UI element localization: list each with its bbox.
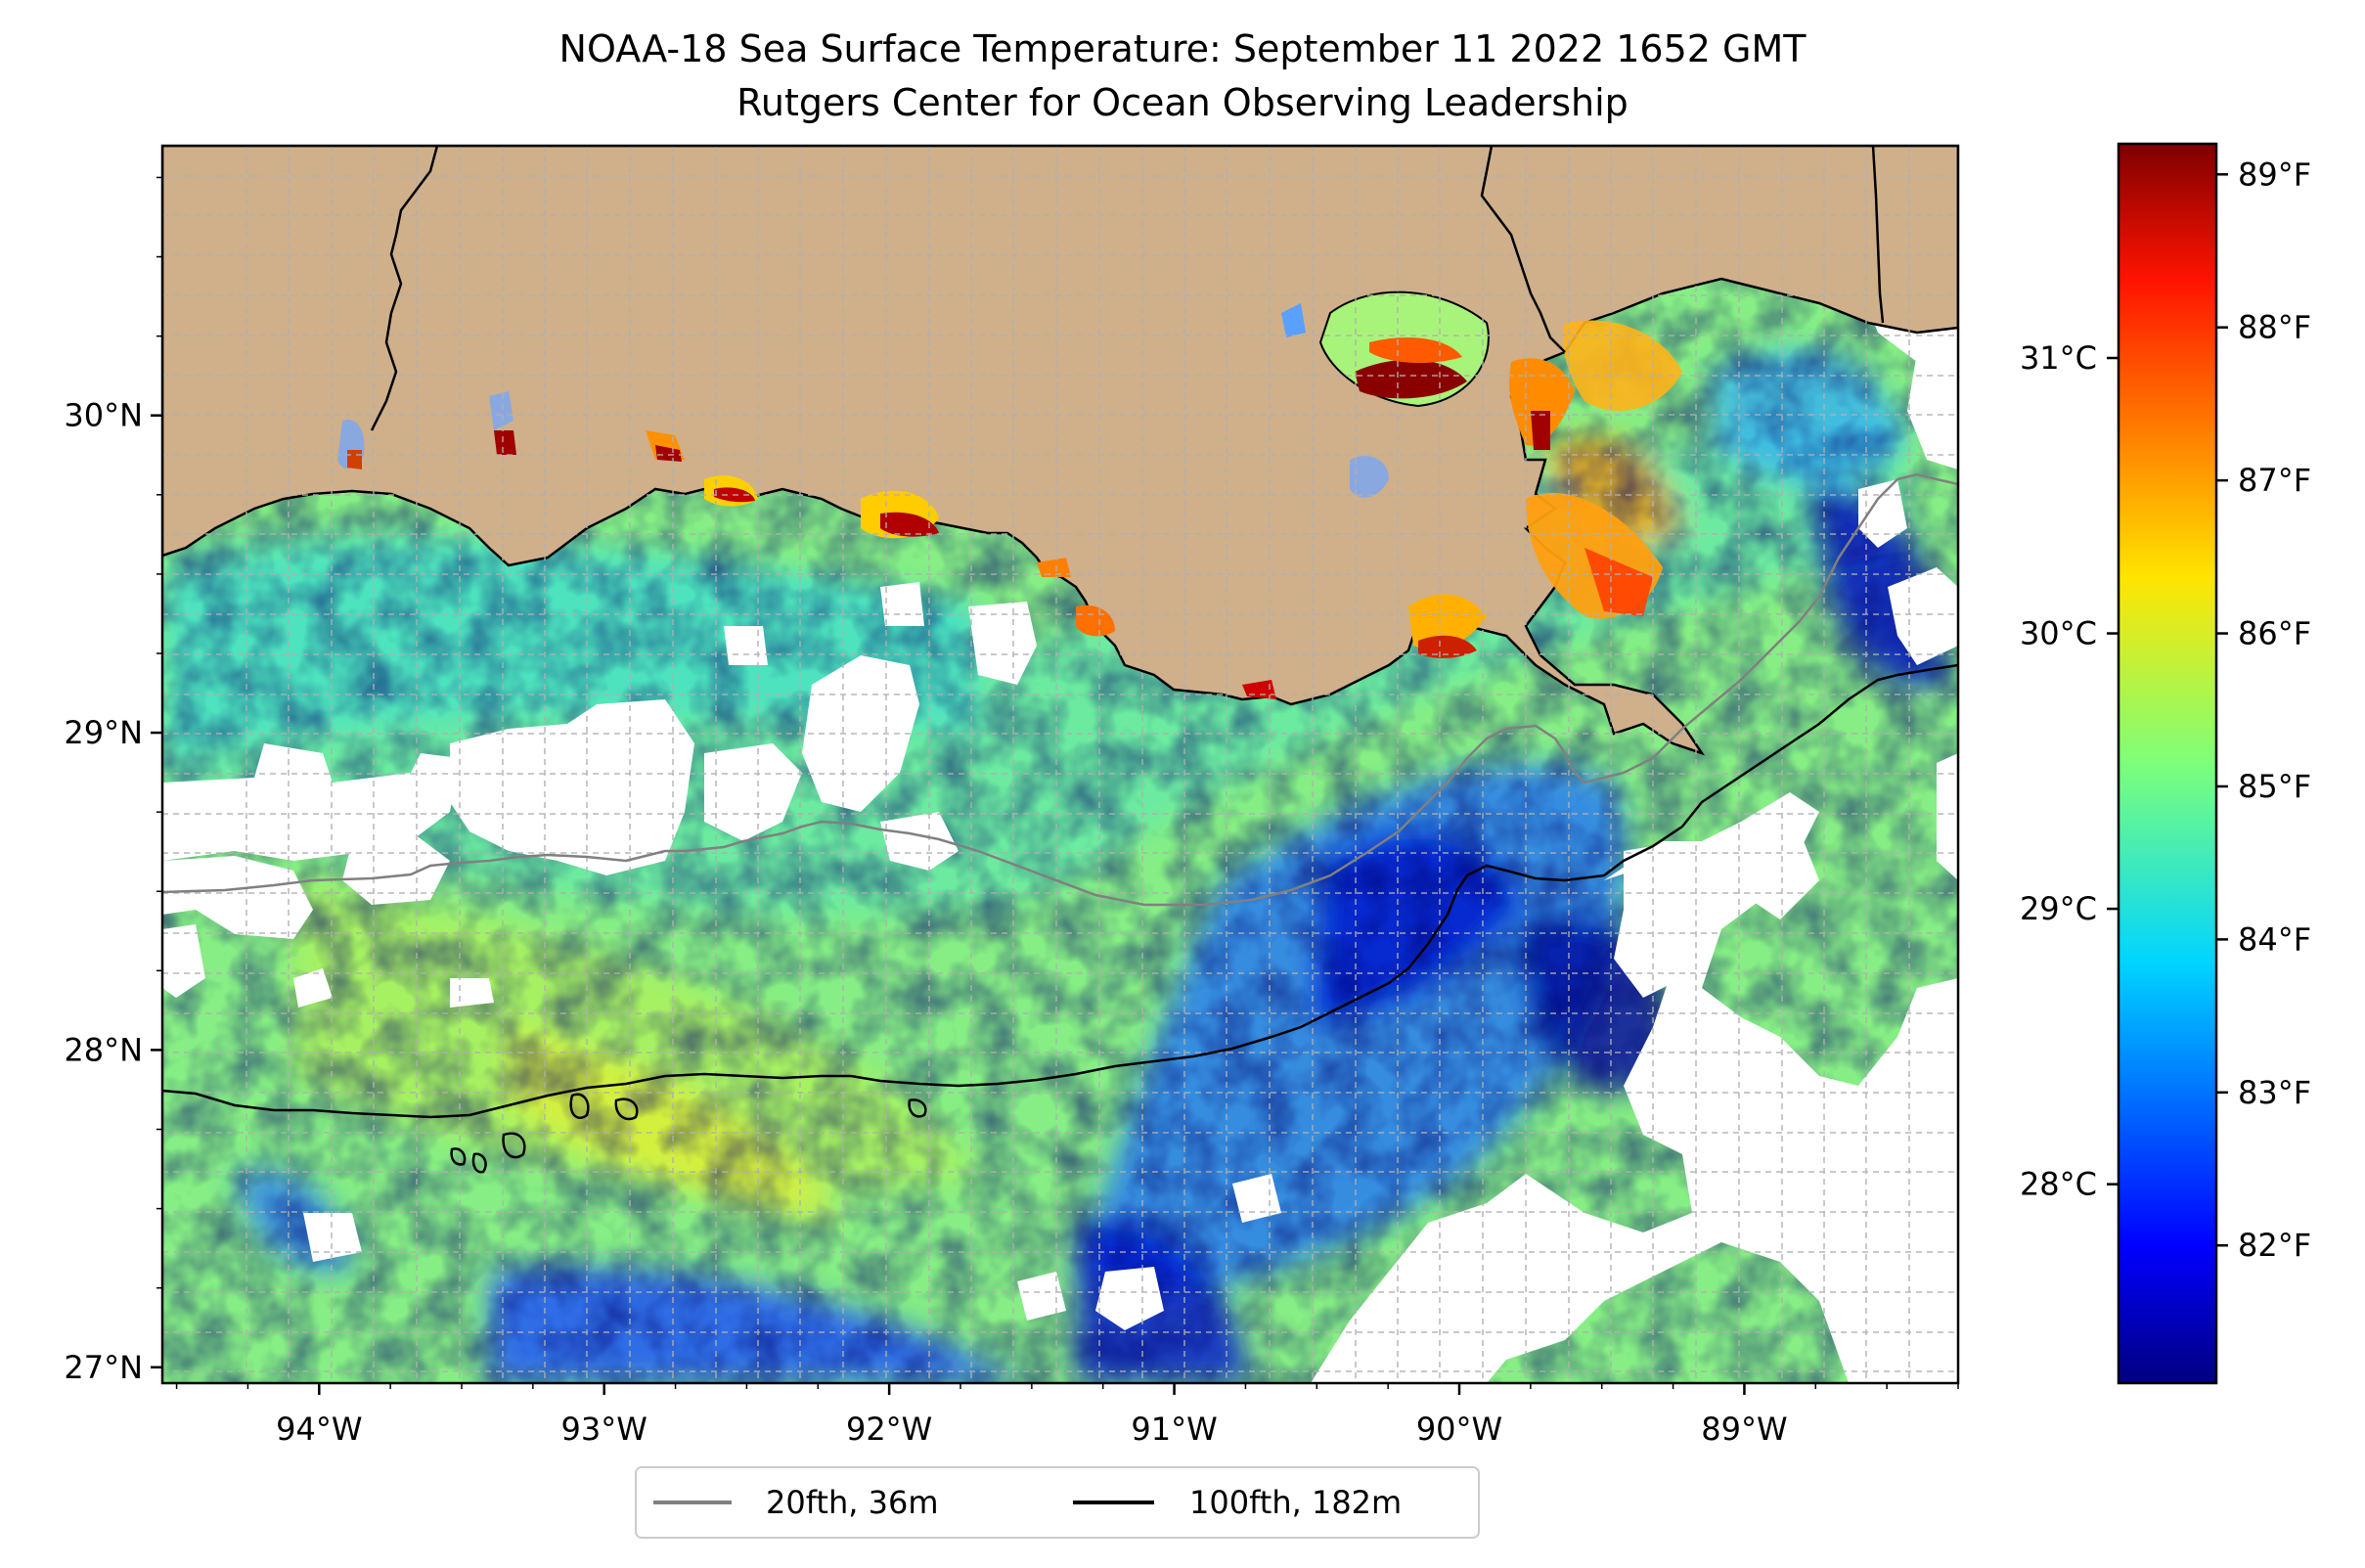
colorbar-c-label: 29°C bbox=[2020, 890, 2097, 927]
colorbar-f-label: 83°F bbox=[2238, 1074, 2311, 1111]
colorbar-f-label: 86°F bbox=[2238, 615, 2311, 652]
colorbar-c-label: 30°C bbox=[2020, 615, 2097, 652]
isobath-100fth-islands bbox=[450, 1093, 927, 1174]
isobath-100fth bbox=[162, 663, 1958, 1119]
lon-tick-label: 89°W bbox=[1701, 1411, 1787, 1448]
legend-label-100fth: 100fth, 182m bbox=[1189, 1484, 1402, 1521]
lon-tick-label: 94°W bbox=[276, 1411, 362, 1448]
latitude-axis: 27°N 28°N 29°N 30°N bbox=[64, 176, 162, 1386]
legend-box bbox=[635, 1466, 1480, 1539]
colorbar-f-label: 82°F bbox=[2238, 1227, 2311, 1264]
chart-subtitle: Rutgers Center for Ocean Observing Leade… bbox=[736, 81, 1629, 124]
lat-tick-label: 28°N bbox=[64, 1031, 143, 1068]
colorbar-c-label: 28°C bbox=[2020, 1166, 2097, 1203]
colorbar-f-label: 89°F bbox=[2238, 156, 2311, 193]
longitude-axis: 94°W 93°W 92°W 91°W 90°W 89°W bbox=[175, 1383, 1959, 1448]
legend-label-20fth: 20fth, 36m bbox=[766, 1484, 938, 1521]
colorbar-fahrenheit-axis: 82°F 83°F 84°F 85°F 86°F 87°F 88°F 89°F bbox=[2216, 156, 2311, 1264]
lon-tick-label: 90°W bbox=[1416, 1411, 1502, 1448]
map-area bbox=[162, 146, 1958, 1383]
lat-tick-label: 30°N bbox=[64, 397, 143, 434]
lon-tick-label: 91°W bbox=[1131, 1411, 1217, 1448]
map-frame bbox=[160, 144, 1960, 1385]
grid-lines bbox=[162, 146, 1958, 1383]
lat-tick-label: 27°N bbox=[64, 1349, 143, 1386]
chart-title: NOAA-18 Sea Surface Temperature: Septemb… bbox=[558, 27, 1807, 70]
colorbar bbox=[2117, 142, 2218, 1385]
legend: 20fth, 36m 100fth, 182m bbox=[635, 1466, 1480, 1539]
isobath-20fth bbox=[162, 472, 1958, 907]
lon-tick-label: 93°W bbox=[561, 1411, 647, 1448]
colorbar-f-label: 88°F bbox=[2238, 309, 2311, 346]
colorbar-f-label: 85°F bbox=[2238, 768, 2311, 805]
colorbar-f-label: 84°F bbox=[2238, 920, 2311, 958]
colorbar-celsius-axis: 28°C 29°C 30°C 31°C bbox=[2020, 339, 2119, 1203]
state-boundaries bbox=[370, 146, 1885, 431]
no-data-regions bbox=[162, 274, 1958, 1383]
colorbar-f-label: 87°F bbox=[2238, 462, 2311, 499]
lat-tick-label: 29°N bbox=[64, 714, 143, 751]
colorbar-c-label: 31°C bbox=[2020, 339, 2097, 377]
lon-tick-label: 92°W bbox=[846, 1411, 932, 1448]
